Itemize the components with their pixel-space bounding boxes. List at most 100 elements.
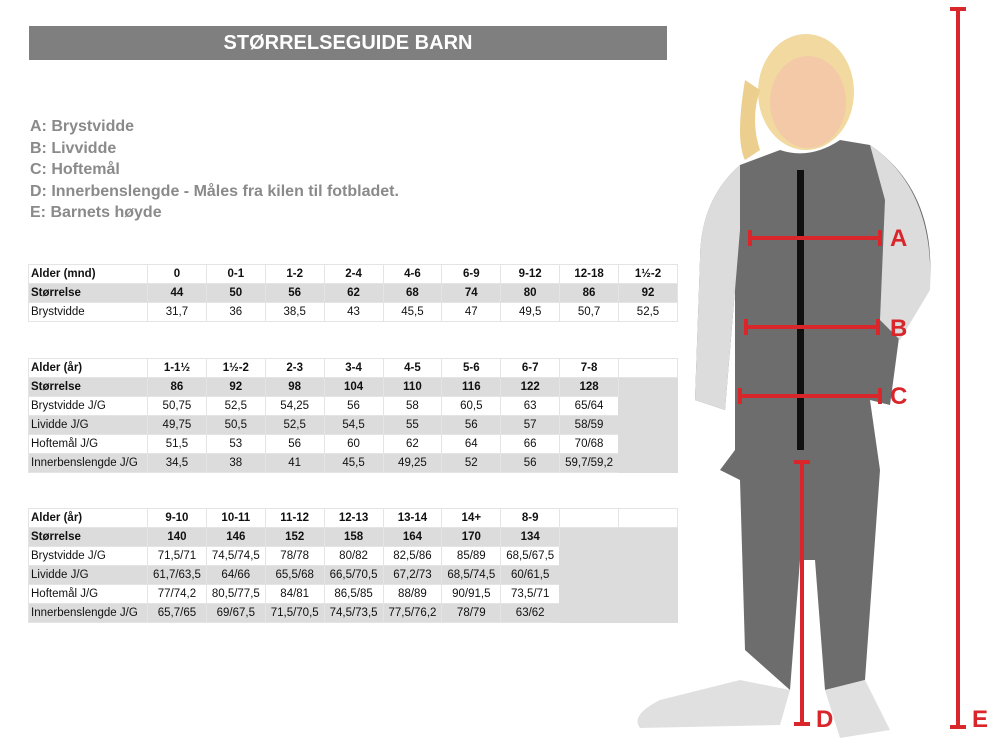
row-label: Størrelse <box>28 527 148 547</box>
table-cell: 152 <box>264 527 325 547</box>
table-cell: 86,5/85 <box>323 584 384 604</box>
table-cell: 51,5 <box>147 434 207 454</box>
table-row: Innerbenslengde J/G 34,5 38 41 45,5 49,25 52 56… <box>28 453 678 473</box>
table-cell: 67,2/73 <box>382 565 443 585</box>
table-cell: 54,5 <box>323 415 384 435</box>
marker-label-d: D <box>816 706 833 733</box>
table-cell: 52,5 <box>264 415 325 435</box>
table-cell: 49,5 <box>500 302 561 322</box>
table-cell: 62 <box>323 283 384 303</box>
row-label: Innerbenslengde J/G <box>28 453 148 473</box>
table-cell: 54,25 <box>264 396 325 416</box>
row-label: Hoftemål J/G <box>28 584 148 604</box>
marker-label-a: A <box>890 225 907 252</box>
table-row: Brystvidde J/G 50,75 52,5 54,25 56 58 60,5 63 65… <box>28 396 678 416</box>
row-label: Lividde J/G <box>28 565 148 585</box>
table-cell: 38 <box>205 453 266 473</box>
table-cell: 68,5/74,5 <box>441 565 502 585</box>
table-cell: 65/64 <box>559 396 619 416</box>
table-cell: 14+ <box>441 508 502 528</box>
table-cell: 43 <box>323 302 384 322</box>
table-cell: 41 <box>264 453 325 473</box>
table-cell: 134 <box>500 527 561 547</box>
table-row: Brystvidde J/G 71,5/71 74,5/74,5 78/78 80/82… <box>28 546 678 566</box>
table-cell: 50,75 <box>147 396 207 416</box>
table-cell: 6-9 <box>441 264 502 284</box>
table-cell: 36 <box>205 302 266 322</box>
table-cell: 1-2 <box>264 264 325 284</box>
table-cell: 158 <box>323 527 384 547</box>
child-model-photo: A B C D E <box>637 7 988 738</box>
table-cell: 13-14 <box>382 508 443 528</box>
table-cell: 88/89 <box>382 584 443 604</box>
table-cell: 58/59 <box>559 415 619 435</box>
table-cell: 78/79 <box>441 603 502 623</box>
table-cell: 80,5/77,5 <box>205 584 266 604</box>
table-cell: 0 <box>147 264 207 284</box>
table-row: Alder (mnd) 0 0-1 1-2 2-4 4-6 6-9 9-12 12-18 1½-2 <box>28 264 678 284</box>
empty-shaded-cell <box>559 527 678 623</box>
child-illustration <box>637 34 931 738</box>
table-cell: 85/89 <box>441 546 502 566</box>
table-cell: 1½-2 <box>205 358 266 378</box>
table-cell: 53 <box>205 434 266 454</box>
row-label: Brystvidde J/G <box>28 546 148 566</box>
size-table-years-8-14: Alder (år) 9-10 10-11 11-12 12-13 13-14 14+ 8-9… <box>28 508 678 623</box>
table-cell: 45,5 <box>382 302 443 322</box>
table-cell: 77/74,2 <box>147 584 207 604</box>
table-cell: 55 <box>382 415 443 435</box>
table-cell: 65,5/68 <box>264 565 325 585</box>
marker-label-e: E <box>972 706 988 733</box>
table-cell: 65,7/65 <box>147 603 207 623</box>
table-cell: 69/67,5 <box>205 603 266 623</box>
row-label: Innerbenslengde J/G <box>28 603 148 623</box>
table-cell: 60/61,5 <box>500 565 561 585</box>
table-cell: 7-8 <box>559 358 619 378</box>
table-row: Størrelse 44 50 56 62 68 74 80 86 92 <box>28 283 678 303</box>
table-cell: 12-18 <box>559 264 619 284</box>
table-cell: 56 <box>264 434 325 454</box>
table-cell: 62 <box>382 434 443 454</box>
table-cell: 92 <box>205 377 266 397</box>
table-cell: 38,5 <box>264 302 325 322</box>
legend-item-c: C: Hoftemål <box>30 161 120 178</box>
table-cell: 10-11 <box>205 508 266 528</box>
table-cell: 47 <box>441 302 502 322</box>
measurement-legend: A: Brystvidde B: Livvidde C: Hoftemål D:… <box>30 116 399 224</box>
row-label: Alder (mnd) <box>28 264 148 284</box>
table-cell: 57 <box>500 415 561 435</box>
table-cell: 122 <box>500 377 561 397</box>
table-cell: 74,5/74,5 <box>205 546 266 566</box>
table-cell: 73,5/71 <box>500 584 561 604</box>
row-label: Størrelse <box>28 283 148 303</box>
table-cell: 64 <box>441 434 502 454</box>
marker-label-c: C <box>890 383 907 410</box>
table-cell: 82,5/86 <box>382 546 443 566</box>
table-cell: 90/91,5 <box>441 584 502 604</box>
table-cell: 80/82 <box>323 546 384 566</box>
table-cell: 74,5/73,5 <box>323 603 384 623</box>
table-cell: 77,5/76,2 <box>382 603 443 623</box>
table-cell: 34,5 <box>147 453 207 473</box>
table-row: Alder (år) 9-10 10-11 11-12 12-13 13-14 14+ 8-9 <box>28 508 678 528</box>
table-cell: 146 <box>205 527 266 547</box>
table-cell: 140 <box>147 527 207 547</box>
table-cell: 71,5/70,5 <box>264 603 325 623</box>
table-cell: 56 <box>441 415 502 435</box>
table-cell: 3-4 <box>323 358 384 378</box>
table-cell: 12-13 <box>323 508 384 528</box>
table-row: Lividde J/G 61,7/63,5 64/66 65,5/68 66,5/70,… <box>28 565 678 585</box>
row-label: Størrelse <box>28 377 148 397</box>
table-cell: 45,5 <box>323 453 384 473</box>
table-cell: 84/81 <box>264 584 325 604</box>
table-cell: 61,7/63,5 <box>147 565 207 585</box>
table-cell: 11-12 <box>264 508 325 528</box>
table-cell: 58 <box>382 396 443 416</box>
marker-label-b: B <box>890 315 907 342</box>
legend-item-b: B: Livvidde <box>30 139 117 157</box>
table-cell: 70/68 <box>559 434 619 454</box>
table-cell: 59,7/59,2 <box>559 453 619 473</box>
table-cell: 86 <box>559 283 619 303</box>
table-cell: 64/66 <box>205 565 266 585</box>
table-cell: 56 <box>264 283 325 303</box>
